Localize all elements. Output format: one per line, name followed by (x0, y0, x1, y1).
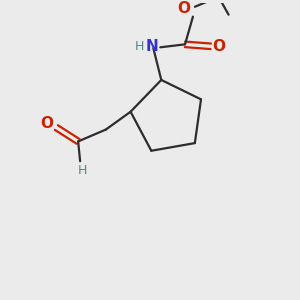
Text: N: N (146, 39, 159, 54)
Text: O: O (178, 1, 190, 16)
Text: H: H (135, 40, 144, 53)
Text: H: H (77, 164, 87, 177)
Text: O: O (212, 39, 225, 54)
Text: O: O (40, 116, 53, 131)
